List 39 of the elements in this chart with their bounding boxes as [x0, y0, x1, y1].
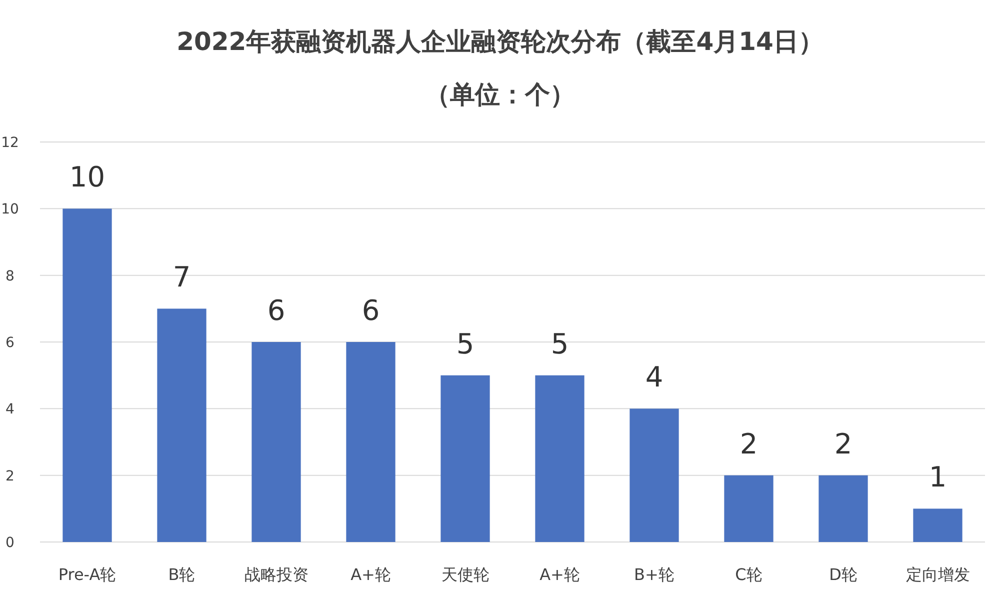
bar: [440, 375, 490, 542]
data-label: 5: [456, 327, 474, 360]
data-label: 2: [834, 427, 852, 460]
y-tick-label: 2: [6, 468, 14, 484]
x-tick-label: C轮: [735, 565, 762, 584]
y-tick-label: 8: [6, 268, 14, 284]
bar: [913, 508, 962, 542]
x-tick-label: 天使轮: [441, 565, 490, 584]
y-tick-label: 6: [6, 335, 15, 351]
chart-title: 2022年获融资机器人企业融资轮次分布（截至4月14日）: [176, 27, 824, 56]
y-tick-label: 0: [6, 535, 14, 551]
bar: [346, 342, 396, 542]
x-tick-label: 定向增发: [906, 565, 970, 584]
bar: [252, 342, 301, 542]
x-tick-label: A+轮: [350, 565, 391, 584]
data-label: 1: [928, 460, 947, 494]
y-tick-label: 4: [6, 402, 15, 418]
x-tick-label: 战略投资: [244, 565, 308, 584]
data-label: 6: [362, 294, 380, 327]
x-tick-label: A+轮: [540, 565, 580, 584]
data-label: 5: [550, 327, 569, 360]
data-label: 10: [69, 160, 106, 194]
x-tick-label: Pre-A轮: [58, 565, 116, 584]
bar: [62, 208, 112, 542]
bar: [535, 375, 584, 542]
bar: [724, 475, 774, 542]
y-tick-label: 12: [1, 135, 19, 151]
chart-subtitle: （单位：个）: [425, 80, 575, 109]
bar: [818, 475, 868, 542]
data-label: 4: [645, 360, 664, 394]
x-tick-label: B+轮: [634, 565, 674, 584]
bar: [157, 308, 206, 542]
bar: [630, 408, 679, 542]
x-tick-label: B轮: [168, 565, 196, 584]
data-label: 2: [740, 427, 758, 460]
data-label: 7: [172, 260, 191, 294]
y-tick-label: 10: [1, 202, 19, 218]
x-tick-label: D轮: [829, 565, 858, 584]
data-label: 6: [267, 294, 286, 327]
